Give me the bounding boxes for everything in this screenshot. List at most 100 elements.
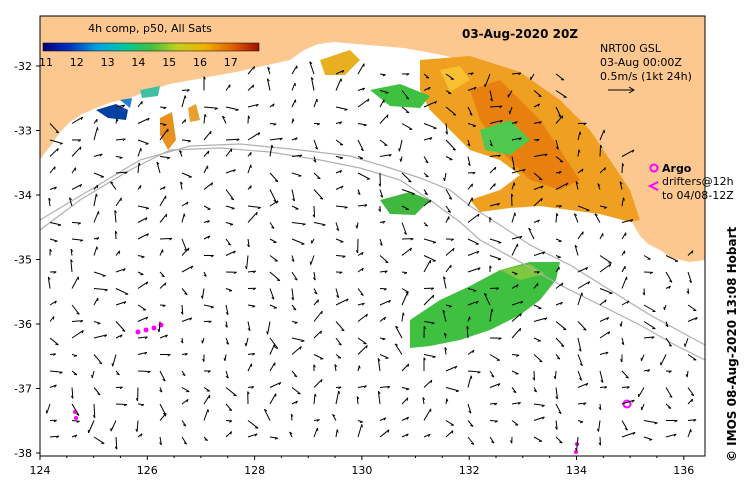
current-arrow-head [165,214,168,218]
current-arrow-head [544,153,548,157]
current-arrow-head [317,177,321,180]
current-arrow-head [316,123,321,126]
current-arrow-head [470,424,474,427]
current-arrow-head [604,386,608,389]
current-arrow-head [179,150,183,153]
current-arrow-head [540,198,543,202]
current-arrow [71,304,80,315]
current-arrow-head [54,186,57,190]
current-arrow [423,86,431,91]
current-arrow [137,370,151,372]
current-arrow [445,420,454,426]
current-arrow [137,336,148,339]
current-arrow-head [432,241,437,244]
current-arrow [290,413,293,421]
current-arrow-head [250,185,252,189]
drifter-icon [647,181,659,191]
credit-text: © IMOS 08-Aug-2020 13:08 Hobart [725,226,739,462]
current-arrow-head [233,271,237,275]
current-arrow-head [432,294,435,299]
current-arrow [599,370,604,383]
current-arrow-head [144,336,148,340]
current-arrow [379,238,383,246]
current-arrow-head [583,122,587,126]
drifters-line-2: to 04/08-12Z [662,189,734,202]
current-arrow-head [522,168,526,172]
current-arrow-head [497,154,501,158]
current-arrow-head [476,300,479,304]
current-arrow [423,100,437,108]
current-arrow [201,288,205,299]
current-arrow [246,255,249,270]
y-tick-label: -33 [14,125,32,138]
current-arrow-head [165,334,168,338]
current-arrow-head [293,308,297,311]
current-arrow-head [468,410,472,414]
current-arrow [423,379,433,388]
current-arrow-head [402,312,405,316]
current-arrow [335,156,343,159]
current-arrow-head [164,413,167,417]
current-arrow [489,183,496,190]
current-arrow-head [519,313,522,317]
current-arrow-head [443,332,447,336]
current-arrow [555,73,565,81]
current-arrow-head [537,103,541,107]
current-arrow [555,420,558,430]
current-arrow [621,431,636,438]
current-arrow [181,139,191,142]
current-arrow-head [267,66,271,70]
current-arrow-head [342,255,346,258]
current-arrow [467,370,481,373]
current-arrow-head [406,397,409,401]
current-arrow-head [364,204,368,208]
current-arrow [533,197,543,207]
current-arrow [181,436,188,445]
current-arrow [115,156,123,158]
current-arrow [112,354,117,367]
current-arrow-head [222,115,226,119]
current-arrow [554,370,557,379]
current-arrow [291,205,299,210]
current-arrow [137,217,148,223]
current-arrow [423,199,432,207]
current-arrow-head [497,203,500,206]
current-arrow [555,182,569,190]
current-arrow [511,313,522,322]
colorbar-tick-label: 12 [70,56,84,69]
current-arrow-head [144,351,148,355]
current-arrow-head [56,148,59,152]
current-arrow [423,238,437,243]
current-arrow [88,420,95,434]
current-arrow [577,149,580,157]
current-arrow [49,337,59,346]
current-arrow-head [494,420,498,423]
current-arrow [291,255,295,262]
current-arrow-head [499,105,503,109]
current-arrow [423,259,431,273]
current-arrow-head [470,375,473,379]
current-arrow-head [484,292,488,296]
current-arrow [555,436,563,444]
current-arrow [137,139,149,145]
current-arrow [466,326,469,339]
current-arrow [467,197,473,207]
current-arrow-head [186,89,190,92]
current-arrow-head [290,413,294,417]
current-arrow [401,288,409,293]
current-arrow-head [339,170,343,174]
current-arrow-head [622,163,625,167]
current-arrow [269,238,277,243]
current-arrow-head [619,323,622,327]
current-arrow-head [267,78,270,82]
current-arrow [577,354,583,366]
current-arrow-head [513,182,516,186]
current-arrow [401,106,410,113]
current-arrow [115,334,123,339]
current-arrow-head [278,382,282,386]
current-arrow [533,304,542,309]
current-arrow [115,436,118,450]
current-arrow [395,325,403,339]
current-arrow-head [575,447,578,451]
current-arrow [594,213,601,223]
